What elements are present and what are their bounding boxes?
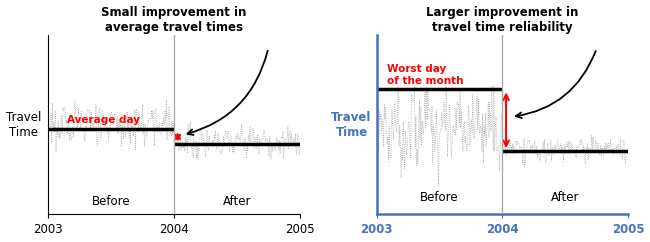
Text: Worst day
of the month: Worst day of the month xyxy=(387,64,463,86)
Text: Before: Before xyxy=(92,195,131,208)
Text: Average day: Average day xyxy=(67,114,140,125)
Text: After: After xyxy=(551,191,580,204)
Title: Small improvement in
average travel times: Small improvement in average travel time… xyxy=(101,6,247,34)
Y-axis label: Travel
Time: Travel Time xyxy=(6,111,41,139)
Text: After: After xyxy=(223,195,251,208)
Title: Larger improvement in
travel time reliability: Larger improvement in travel time reliab… xyxy=(426,6,578,34)
Text: Before: Before xyxy=(420,191,459,204)
Y-axis label: Travel
Time: Travel Time xyxy=(332,111,372,139)
